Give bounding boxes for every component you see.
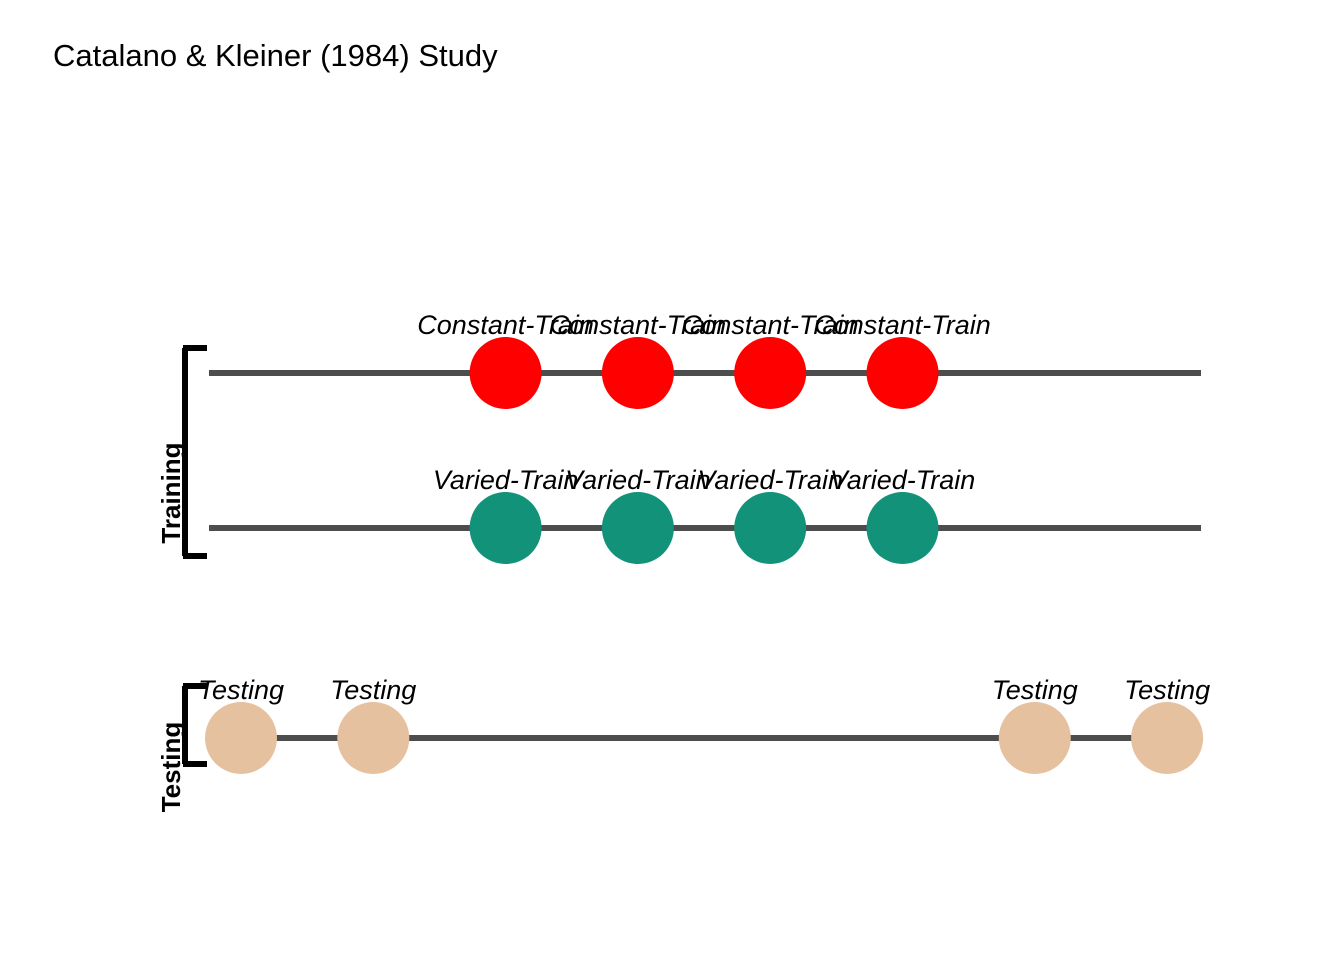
track-3: Testing Testing Testing Testing xyxy=(198,675,1210,774)
bracket-line xyxy=(182,683,207,767)
point-label: Constant-Train xyxy=(550,310,727,340)
point-marker xyxy=(734,337,807,409)
point-label: Varied-Train xyxy=(565,465,711,495)
point-label: Testing xyxy=(992,675,1078,705)
point-marker xyxy=(998,702,1071,774)
point-label: Testing xyxy=(198,675,284,705)
group-label: Training xyxy=(156,442,186,543)
page-title: Catalano & Kleiner (1984) Study xyxy=(53,38,498,73)
point-marker xyxy=(205,702,277,774)
group-label: Testing xyxy=(156,722,186,813)
point-label: Constant-Train xyxy=(814,310,991,340)
bracket-testing: Testing xyxy=(156,683,207,813)
point-label: Testing xyxy=(1124,675,1210,705)
point-label: Varied-Train xyxy=(830,465,976,495)
point-marker xyxy=(469,337,542,409)
point-marker xyxy=(866,337,939,409)
point-marker xyxy=(734,492,807,564)
point-marker xyxy=(337,702,410,774)
bracket-line xyxy=(182,345,207,559)
point-marker xyxy=(601,492,674,564)
track-1: Constant-TrainConstant-TrainConstant-Tra… xyxy=(209,310,1201,409)
bracket-training: Training xyxy=(156,345,207,559)
group-brackets: Training Testing xyxy=(156,345,207,813)
tracks: Constant-TrainConstant-TrainConstant-Tra… xyxy=(198,310,1210,774)
point-marker xyxy=(866,492,939,564)
track-2: Varied-TrainVaried-TrainVaried-TrainVari… xyxy=(209,465,1201,564)
point-marker xyxy=(469,492,542,564)
point-label: Constant-Train xyxy=(682,310,859,340)
point-label: Varied-Train xyxy=(697,465,843,495)
point-label: Varied-Train xyxy=(433,465,579,495)
point-label: Testing xyxy=(330,675,416,705)
point-marker xyxy=(601,337,674,409)
point-label: Constant-Train xyxy=(417,310,594,340)
point-marker xyxy=(1131,702,1204,774)
